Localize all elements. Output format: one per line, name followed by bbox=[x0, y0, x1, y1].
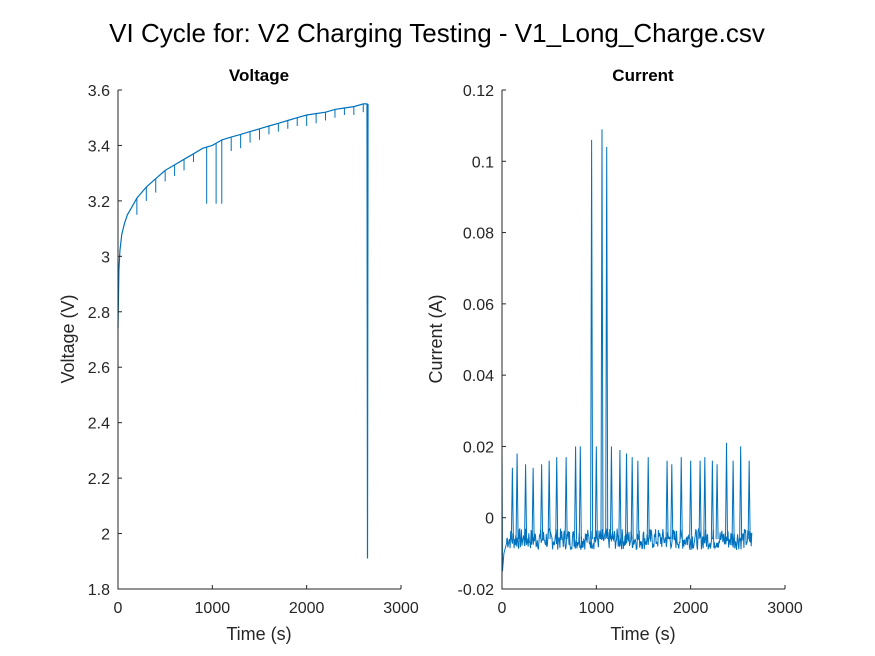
current-y-tick-label: 0.1 bbox=[472, 154, 494, 171]
current-plot-area bbox=[501, 129, 753, 572]
voltage-plot-title: Voltage bbox=[229, 66, 289, 85]
current-spike bbox=[710, 460, 714, 540]
current-spike bbox=[547, 460, 551, 540]
current-spike bbox=[540, 464, 544, 540]
current-spike bbox=[590, 139, 594, 540]
current-spike bbox=[698, 460, 702, 540]
voltage-x-axis-label: Time (s) bbox=[226, 624, 291, 644]
current-spike bbox=[747, 460, 751, 540]
current-spike bbox=[515, 453, 519, 540]
voltage-subplot: Voltage 0 1000 2000 3000 1.8 2 2.2 2.4 2.6 2.8 3 3.… bbox=[58, 66, 419, 644]
current-spike bbox=[670, 464, 674, 540]
current-spike bbox=[609, 446, 613, 540]
voltage-y-tick-label: 2.2 bbox=[88, 471, 110, 488]
current-spike bbox=[731, 460, 735, 540]
current-spike bbox=[636, 460, 640, 540]
current-subplot: Current 0 1000 2000 3000-0.0200.020.040.060… bbox=[426, 66, 803, 644]
current-spike bbox=[630, 457, 634, 540]
current-y-tick-label: 0.02 bbox=[463, 439, 494, 456]
current-axis-frame bbox=[501, 90, 785, 590]
current-spike bbox=[510, 467, 514, 540]
voltage-plot-area bbox=[117, 103, 369, 559]
voltage-x-tick-label: 2000 bbox=[289, 600, 325, 617]
voltage-y-tick-label: 2.8 bbox=[88, 305, 110, 322]
current-spike bbox=[555, 457, 559, 540]
current-x-tick-label: 1000 bbox=[579, 600, 615, 617]
current-ticks: 0 1000 2000 3000-0.0200.020.040.060.080.10.… bbox=[458, 83, 803, 617]
current-x-tick-label: 0 bbox=[498, 600, 507, 617]
current-spike bbox=[605, 147, 609, 540]
voltage-y-tick-label: 2 bbox=[101, 527, 110, 544]
current-spike bbox=[703, 457, 707, 540]
voltage-y-tick-label: 3.2 bbox=[88, 194, 110, 211]
voltage-ticks: 0 1000 2000 3000 1.8 2 2.2 2.4 2.6 2.8 3 3.2 3.4 3.6 bbox=[88, 83, 419, 617]
current-spike bbox=[646, 457, 650, 540]
current-y-tick-label: 0 bbox=[485, 511, 494, 528]
current-spike bbox=[739, 446, 743, 540]
voltage-y-tick-label: 2.4 bbox=[88, 416, 110, 433]
current-spike bbox=[524, 464, 528, 540]
current-spike bbox=[618, 449, 622, 540]
voltage-axis-frame bbox=[117, 90, 401, 590]
voltage-y-tick-label: 3.6 bbox=[88, 83, 110, 100]
current-x-tick-label: 2000 bbox=[673, 600, 709, 617]
current-series-line bbox=[501, 446, 753, 572]
voltage-y-axis-label: Voltage (V) bbox=[58, 294, 78, 383]
voltage-x-tick-label: 0 bbox=[114, 600, 123, 617]
figure-title: VI Cycle for: V2 Charging Testing - V1_L… bbox=[109, 18, 765, 48]
current-spike bbox=[665, 460, 669, 540]
current-y-tick-label: 0.12 bbox=[463, 83, 494, 100]
voltage-x-tick-label: 3000 bbox=[383, 600, 419, 617]
current-x-tick-label: 3000 bbox=[767, 600, 803, 617]
voltage-y-tick-label: 2.6 bbox=[88, 360, 110, 377]
current-spike bbox=[578, 446, 582, 540]
current-y-axis-label: Current (A) bbox=[426, 294, 446, 383]
voltage-y-tick-label: 3 bbox=[101, 249, 110, 266]
current-spike bbox=[531, 467, 535, 540]
current-spike bbox=[594, 446, 598, 540]
voltage-series-line bbox=[117, 103, 369, 559]
voltage-y-tick-label: 1.8 bbox=[88, 582, 110, 599]
current-spike bbox=[689, 460, 693, 540]
voltage-x-tick-label: 1000 bbox=[195, 600, 231, 617]
current-spike bbox=[574, 446, 578, 540]
current-y-tick-label: 0.04 bbox=[463, 368, 494, 385]
current-spike bbox=[600, 129, 604, 540]
current-plot-title: Current bbox=[612, 66, 674, 85]
voltage-y-tick-label: 3.4 bbox=[88, 138, 110, 155]
current-y-tick-label: 0.08 bbox=[463, 226, 494, 243]
current-y-tick-label: 0.06 bbox=[463, 297, 494, 314]
current-y-tick-label: -0.02 bbox=[458, 582, 495, 599]
current-spike bbox=[715, 464, 719, 540]
current-spike bbox=[564, 457, 568, 540]
current-x-axis-label: Time (s) bbox=[610, 624, 675, 644]
current-spike bbox=[679, 457, 683, 540]
current-spike bbox=[725, 442, 729, 540]
current-spike bbox=[625, 453, 629, 540]
